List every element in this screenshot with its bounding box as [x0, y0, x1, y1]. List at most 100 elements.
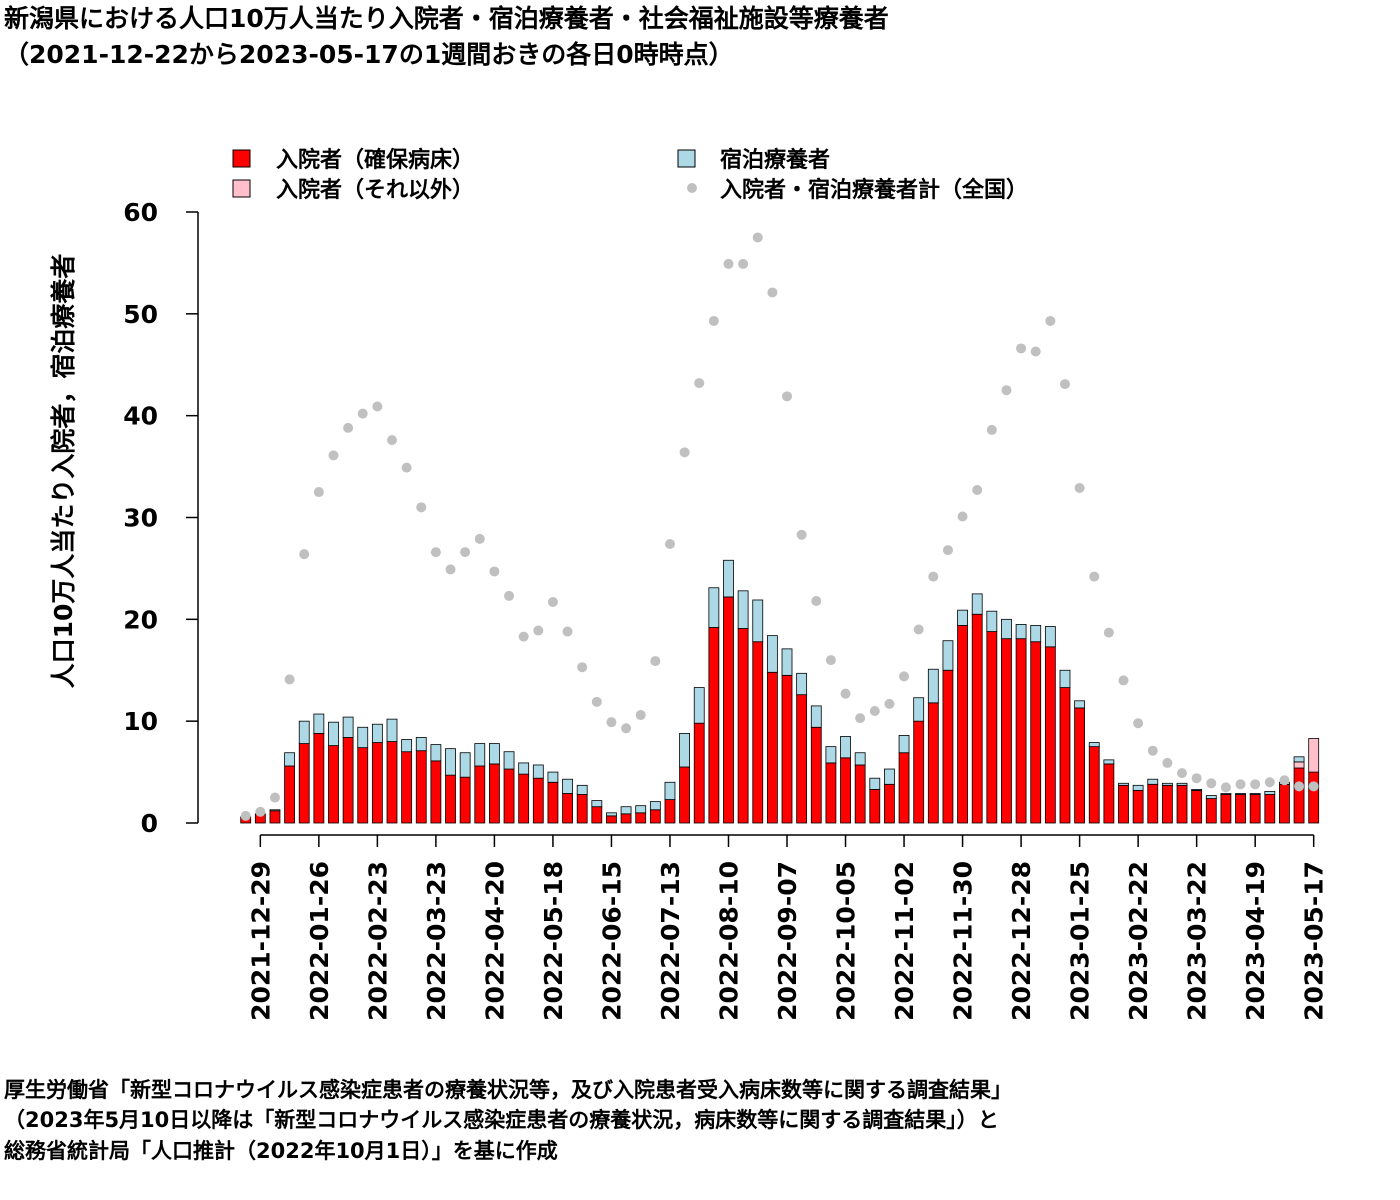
bar-lodging: [401, 739, 413, 753]
national-total-series: [240, 232, 1319, 821]
x-tick-label: 2022-01-26: [305, 861, 334, 1021]
bar-lodging: [532, 764, 544, 779]
x-tick-label: 2022-11-02: [890, 861, 919, 1021]
national-total-point: [986, 424, 997, 435]
bar-lodging: [1176, 782, 1188, 786]
national-total-point: [884, 698, 895, 709]
national-total-point: [1089, 571, 1100, 582]
national-total-point: [650, 656, 661, 667]
x-tick-label: 2022-12-28: [1007, 861, 1036, 1021]
x-tick-label: 2022-05-18: [539, 861, 568, 1021]
bar-hospital-secured: [313, 732, 325, 824]
national-total-point: [299, 549, 310, 560]
x-tick-label: 2023-02-22: [1124, 861, 1153, 1021]
legend-swatch-hospital-other: [232, 179, 251, 198]
bar-lodging: [474, 743, 486, 767]
bar-hospital-secured: [752, 641, 764, 824]
x-tick-label: 2023-04-19: [1241, 861, 1270, 1021]
y-axis: 0 10 20 30 40 50 60: [123, 198, 199, 838]
x-tick-label: 2021-12-29: [246, 861, 275, 1021]
bar-lodging: [854, 752, 866, 766]
legend-label-hospital-other: 入院者（それ以外）: [276, 177, 474, 203]
y-tick-label: 30: [123, 504, 158, 533]
national-total-point: [387, 435, 397, 446]
bar-hospital-secured: [1279, 783, 1290, 824]
bar-lodging: [810, 705, 822, 728]
national-total-point: [899, 671, 910, 682]
legend-marker-national-total: [687, 183, 697, 193]
bar-lodging: [328, 721, 339, 747]
national-total-point: [401, 462, 412, 473]
bar-lodging: [1059, 669, 1071, 688]
bar-hospital-secured: [328, 745, 339, 824]
bar-hospital-secured: [840, 757, 851, 824]
bar-lodging: [1235, 793, 1246, 795]
x-tick-label: 2022-07-13: [656, 861, 685, 1021]
national-total-point: [723, 258, 734, 269]
bar-hospital-secured: [1044, 646, 1056, 824]
x-tick-label: 2022-06-15: [597, 861, 626, 1021]
bar-hospital-secured: [474, 765, 486, 824]
bar-lodging: [679, 732, 690, 768]
national-total-point: [840, 688, 851, 699]
national-total-point: [708, 315, 719, 326]
bar-lodging: [298, 720, 310, 744]
bar-hospital-secured: [635, 812, 647, 824]
chart-title: 新潟県における人口10万人当たり入院者・宿泊療養者・社会福祉施設等療養者: [4, 4, 889, 33]
bar-hospital-secured: [1001, 638, 1012, 824]
bar-hospital-secured: [1235, 794, 1246, 824]
national-total-point: [416, 502, 427, 513]
bar-hospital-secured: [415, 750, 427, 824]
legend-label-national-total: 入院者・宿泊療養者計（全国）: [720, 177, 1028, 203]
national-total-point: [738, 258, 749, 269]
bar-hospital-secured: [913, 720, 925, 824]
national-total-point: [1016, 343, 1027, 354]
x-tick-label: 2023-05-17: [1300, 861, 1329, 1021]
bar-lodging: [591, 800, 603, 808]
x-tick-label: 2022-08-10: [714, 861, 743, 1021]
bar-lodging: [562, 778, 573, 794]
bar-lodging: [459, 752, 471, 778]
bar-series: [240, 559, 1320, 824]
national-total-point: [767, 287, 778, 298]
legend-swatch-lodging: [677, 149, 696, 168]
bar-lodging: [737, 590, 749, 629]
bar-lodging: [796, 672, 808, 696]
bar-lodging: [1205, 795, 1217, 799]
national-total-point: [1074, 482, 1085, 493]
bar-lodging: [1249, 793, 1261, 795]
bar-hospital-secured: [664, 799, 676, 824]
national-total-point: [942, 545, 953, 556]
bar-lodging: [913, 697, 925, 722]
national-total-point: [1191, 773, 1202, 784]
source-note-line1: 厚生労働省「新型コロナウイルス感染症患者の療養状況等，及び入院患者受入病床数等に…: [4, 1078, 1012, 1102]
bar-hospital-secured: [649, 809, 661, 824]
bar-hospital-secured: [854, 764, 866, 824]
bar-lodging: [606, 812, 617, 817]
bar-hospital-secured: [1088, 746, 1100, 824]
national-total-point: [547, 597, 558, 608]
bar-hospital-secured: [708, 627, 720, 824]
national-total-point: [1264, 777, 1275, 788]
bar-lodging: [445, 748, 456, 776]
national-total-point: [679, 447, 690, 458]
national-total-point: [269, 792, 280, 803]
national-total-point: [1133, 718, 1144, 729]
national-total-point: [1103, 627, 1114, 638]
bar-lodging: [942, 640, 954, 671]
bar-hospital-secured: [386, 741, 398, 824]
x-tick-label: 2023-03-22: [1183, 861, 1212, 1021]
bar-hospital-secured: [1249, 794, 1261, 824]
national-total-point: [796, 529, 807, 540]
bar-hospital-secured: [459, 776, 471, 824]
bar-lodging: [415, 737, 427, 752]
bar-lodging: [503, 751, 515, 770]
bar-hospital-secured: [547, 781, 559, 824]
bar-lodging: [576, 784, 588, 795]
bar-hospital-secured: [1176, 784, 1188, 824]
bar-hospital-secured: [1191, 790, 1203, 824]
national-total-point: [869, 705, 880, 716]
bar-lodging: [1191, 788, 1203, 791]
bar-lodging: [489, 743, 500, 765]
national-total-point: [430, 547, 441, 558]
